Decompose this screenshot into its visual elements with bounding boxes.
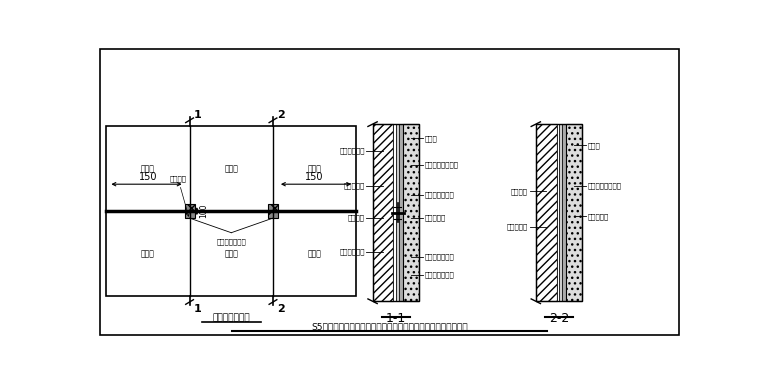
Bar: [559, 124, 562, 301]
Text: 硬化砖: 硬化砖: [587, 142, 600, 149]
Text: 150: 150: [138, 172, 157, 182]
Text: 墙体基层: 墙体基层: [511, 188, 528, 195]
Text: 填缝剂填缝: 填缝剂填缝: [587, 213, 609, 220]
Text: 不锈钢挂接件: 不锈钢挂接件: [340, 249, 365, 255]
Text: 1: 1: [193, 304, 201, 314]
Text: 硬化砖强力粘结剂: 硬化砖强力粘结剂: [587, 183, 622, 189]
Bar: [536, 124, 582, 301]
Text: 射钉固定: 射钉固定: [348, 215, 365, 221]
Bar: [556, 124, 559, 301]
Bar: [372, 124, 394, 301]
Bar: [394, 124, 396, 301]
Text: 硬化砖: 硬化砖: [141, 164, 155, 173]
Text: 硬化砖: 硬化砖: [224, 164, 238, 173]
Bar: [372, 124, 419, 301]
Text: 射钉固定: 射钉固定: [169, 175, 189, 216]
Text: 云石胶快速固定: 云石胶快速固定: [424, 192, 454, 198]
Bar: [399, 124, 403, 301]
Text: 填缝剂填缝: 填缝剂填缝: [424, 215, 445, 221]
Text: 1: 1: [193, 110, 201, 120]
Text: 硬化砖: 硬化砖: [224, 249, 238, 258]
Text: 硬化砖背面开槽: 硬化砖背面开槽: [424, 254, 454, 260]
Bar: [396, 124, 399, 301]
Bar: [185, 204, 195, 218]
Text: 2: 2: [277, 110, 284, 120]
Text: 100: 100: [199, 204, 208, 218]
Bar: [562, 124, 566, 301]
Text: 硬化砖强力粘结剂: 硬化砖强力粘结剂: [424, 162, 458, 168]
Text: 硬化砖: 硬化砖: [308, 249, 321, 258]
Text: 150: 150: [306, 172, 324, 182]
Text: 墙体抹灰层: 墙体抹灰层: [507, 223, 528, 230]
Bar: [403, 124, 419, 301]
Text: S5工程精装修大堂墙面湿贴工艺硬化砖湿贴局部加强做法示意图: S5工程精装修大堂墙面湿贴工艺硬化砖湿贴局部加强做法示意图: [311, 322, 468, 331]
Text: 1-1: 1-1: [385, 312, 406, 325]
Bar: [536, 124, 556, 301]
Text: 硬化砖: 硬化砖: [308, 164, 321, 173]
Bar: [566, 124, 582, 301]
Text: 采用云石胶固定: 采用云石胶固定: [424, 271, 454, 278]
Text: 不锈钢挂墙挂件: 不锈钢挂墙挂件: [217, 238, 246, 245]
Text: 墙体抹灰层: 墙体抹灰层: [344, 183, 365, 189]
Text: 硬化砖: 硬化砖: [141, 249, 155, 258]
Bar: [268, 204, 278, 218]
Text: 结构墙体基层: 结构墙体基层: [340, 147, 365, 154]
Text: 墙砖立面示意图: 墙砖立面示意图: [213, 313, 250, 322]
Bar: [106, 127, 356, 296]
Text: 2: 2: [277, 304, 284, 314]
Text: 硬化砖: 硬化砖: [424, 135, 437, 142]
Text: 2-2: 2-2: [549, 312, 569, 325]
